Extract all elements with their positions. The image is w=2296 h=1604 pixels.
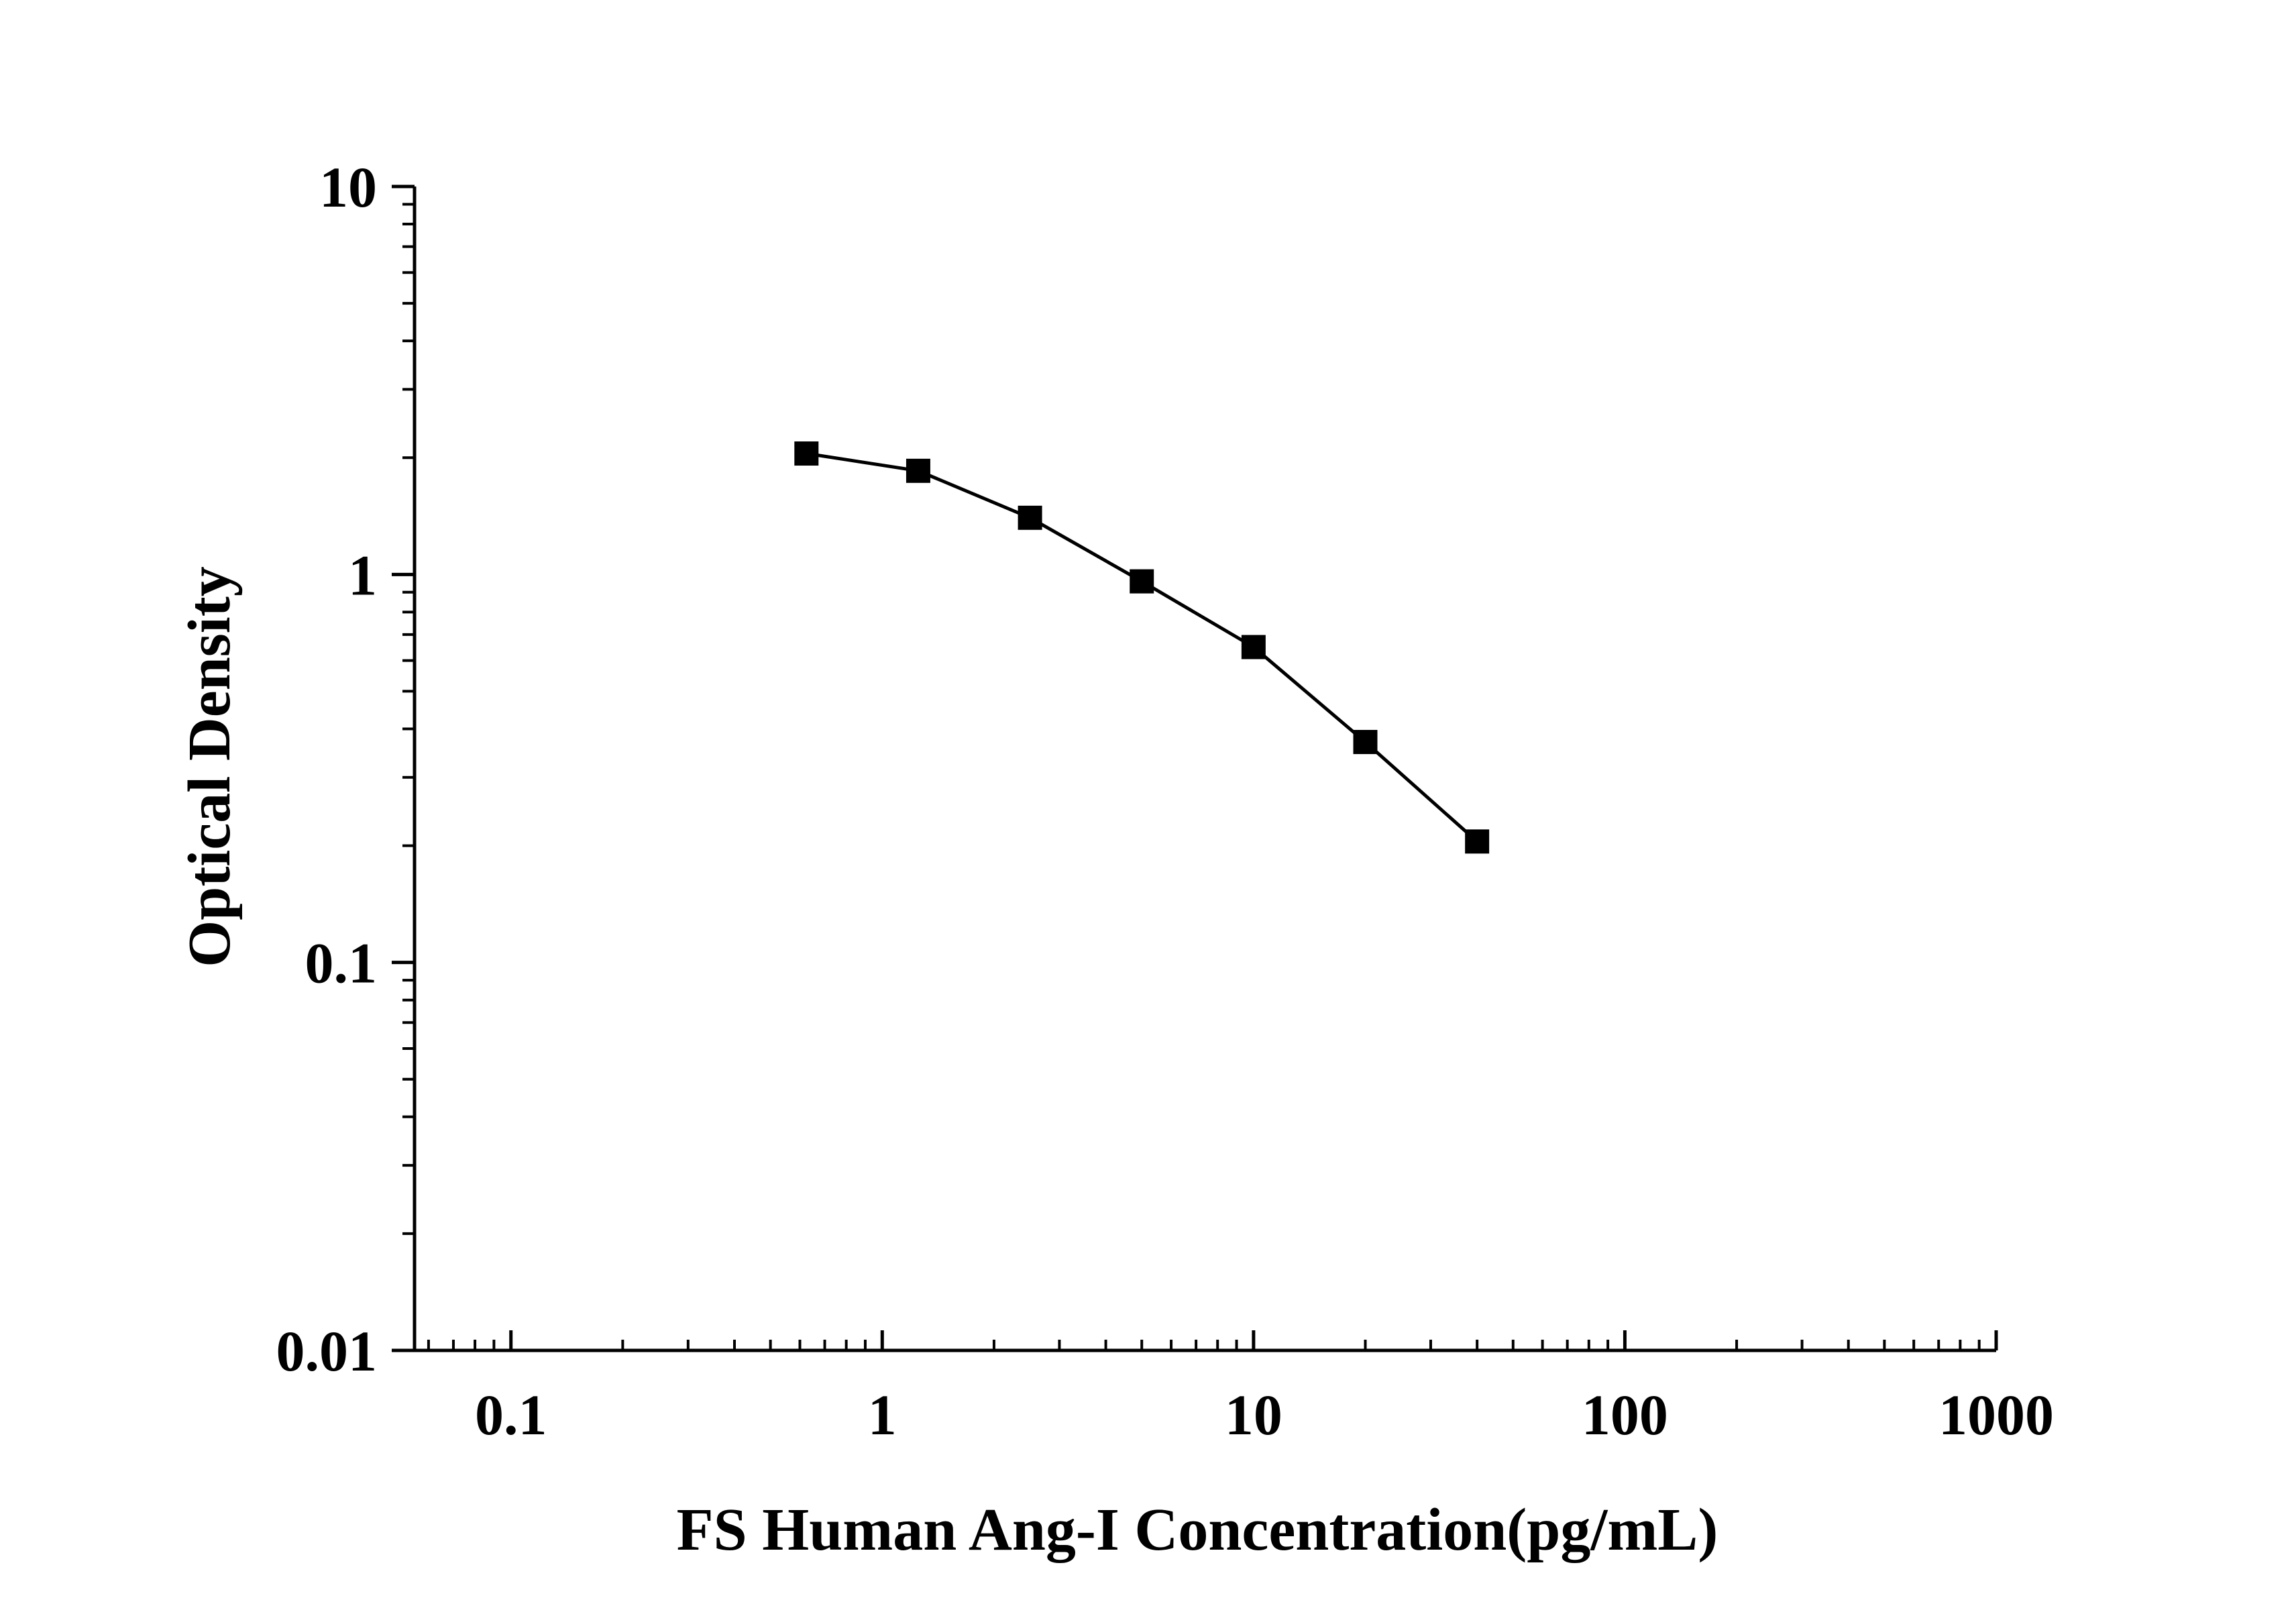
axes: [413, 186, 1996, 1352]
data-point: [906, 458, 930, 483]
x-tick-label: 0.1: [475, 1383, 547, 1447]
data-point: [794, 441, 819, 466]
series-line: [806, 451, 1478, 843]
data-point: [1241, 635, 1266, 659]
series: [794, 441, 1490, 854]
x-tick-label: 100: [1582, 1383, 1668, 1447]
y-tick-label: 0.1: [305, 931, 378, 996]
ticks: [392, 184, 1998, 1352]
data-point: [1465, 829, 1490, 854]
x-axis-title: FS Human Ang-I Concentration(pg/mL): [677, 1497, 1718, 1563]
y-tick-label: 0.01: [276, 1319, 378, 1383]
x-tick-label: 1000: [1938, 1383, 2054, 1447]
x-tick-label: 10: [1225, 1383, 1282, 1447]
data-point: [1353, 730, 1378, 755]
x-tick-label: 1: [868, 1383, 897, 1447]
tick-labels: 0.1 1 10 100 1000 0.01 0.1 1 10: [276, 155, 2055, 1447]
y-axis-title: Optical Density: [176, 566, 243, 967]
data-point: [1018, 505, 1042, 530]
y-tick-label: 10: [319, 155, 377, 219]
y-tick-label: 1: [348, 543, 377, 607]
data-point: [1130, 569, 1154, 594]
